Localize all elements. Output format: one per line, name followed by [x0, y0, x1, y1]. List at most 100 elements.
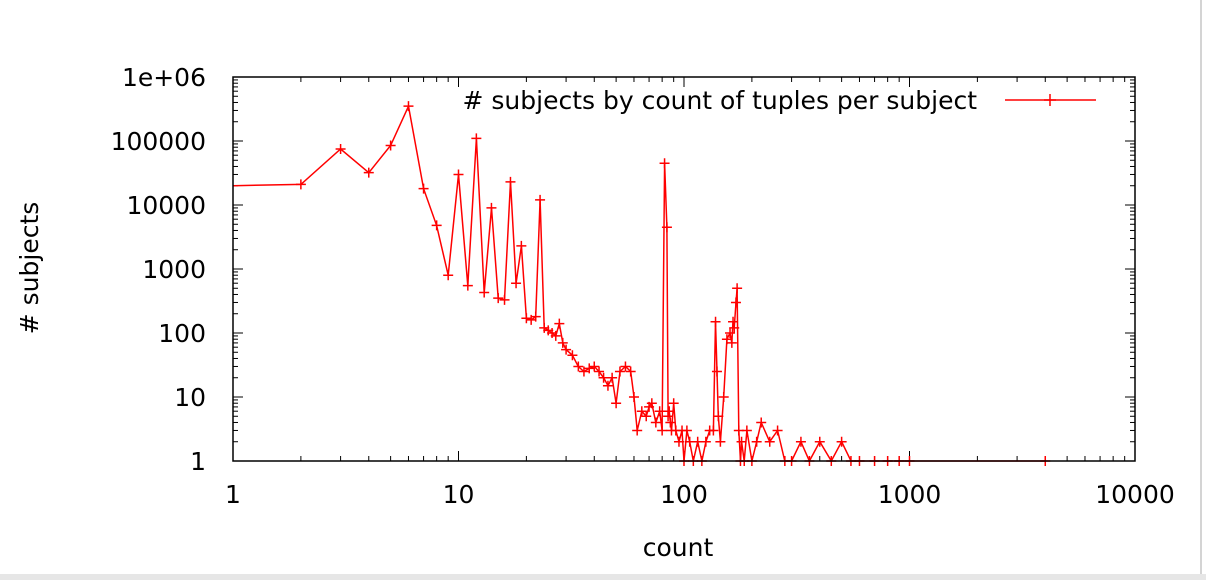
plot-border	[232, 76, 1136, 462]
data-point-marker	[664, 406, 675, 417]
data-point-marker	[335, 143, 346, 154]
window-bottom-edge	[0, 574, 1206, 580]
data-point-marker	[729, 322, 740, 333]
y-tick-label: 100	[158, 319, 206, 348]
data-point-marker	[700, 436, 711, 447]
y-tick-label: 10000	[126, 191, 206, 220]
data-point-marker	[641, 411, 652, 422]
data-point-marker	[443, 270, 454, 281]
data-point-marker	[598, 372, 609, 383]
data-point-marker	[726, 337, 737, 348]
y-tick-label: 1e+06	[122, 63, 206, 92]
data-point-marker	[741, 425, 752, 436]
x-tick-label: 1000	[878, 480, 942, 509]
data-point-marker	[661, 222, 672, 233]
data-point-marker	[578, 366, 589, 377]
data-point-marker	[673, 436, 684, 447]
x-tick-label: 100	[660, 480, 708, 509]
data-point-marker	[418, 183, 429, 194]
legend-label: # subjects by count of tuples per subjec…	[462, 86, 977, 115]
data-point-marker	[725, 328, 736, 338]
x-axis-label: count	[643, 533, 714, 562]
y-tick-label: 100000	[111, 127, 206, 156]
legend: # subjects by count of tuples per subjec…	[462, 86, 1096, 115]
data-point-marker	[557, 337, 568, 348]
data-point-marker	[665, 417, 676, 428]
data-point-marker	[713, 411, 724, 422]
data-point-marker	[654, 406, 665, 417]
y-tick-label: 10	[174, 383, 206, 412]
data-point-marker	[493, 293, 504, 304]
data-point-marker	[602, 380, 613, 391]
data-point-marker	[530, 311, 541, 322]
data-series	[232, 101, 1051, 466]
x-tick-label: 10000	[1095, 480, 1175, 509]
data-point-marker	[736, 436, 747, 447]
data-point-marker	[708, 425, 719, 436]
data-point-marker	[646, 398, 657, 409]
data-point-marker	[385, 140, 396, 151]
x-tick-label: 1	[225, 480, 241, 509]
x-tick-label: 10	[443, 480, 475, 509]
data-point-marker	[486, 202, 497, 213]
data-point-marker	[567, 350, 578, 361]
data-point-marker	[584, 363, 595, 374]
data-point-marker	[594, 366, 605, 377]
data-point-marker	[632, 425, 643, 436]
data-point-marker	[681, 425, 692, 436]
data-point-marker	[462, 280, 473, 291]
data-point-marker	[535, 194, 546, 205]
y-tick-label: 1	[190, 447, 206, 476]
data-point-marker	[620, 361, 631, 372]
data-point-marker	[550, 330, 561, 341]
data-point-marker	[836, 436, 847, 447]
data-point-marker	[814, 436, 825, 447]
data-point-marker	[573, 361, 584, 372]
data-point-marker	[431, 220, 442, 231]
data-point-marker	[554, 318, 565, 329]
data-point-marker	[611, 398, 622, 409]
data-point-marker	[521, 313, 532, 324]
data-point-marker	[628, 392, 639, 402]
data-point-marker	[589, 361, 600, 372]
data-point-marker	[511, 278, 522, 289]
data-point-marker	[295, 179, 306, 190]
data-point-marker	[718, 392, 729, 402]
axis-ticks	[232, 76, 1136, 462]
legend-marker	[1044, 94, 1056, 106]
data-point-marker	[636, 406, 647, 417]
data-point-marker	[728, 316, 739, 327]
data-point-marker	[625, 366, 636, 377]
data-point-marker	[668, 398, 679, 409]
data-point-marker	[772, 425, 783, 436]
data-point-marker	[516, 240, 527, 251]
data-point-marker	[607, 372, 618, 383]
y-tick-label: 1000	[142, 255, 206, 284]
data-point-marker	[732, 283, 743, 294]
y-axis-label: # subjects	[15, 202, 44, 335]
data-point-marker	[663, 411, 674, 422]
data-point-marker	[657, 425, 668, 436]
data-point-marker	[650, 417, 661, 428]
series-line	[232, 103, 1046, 463]
data-point-marker	[710, 316, 721, 327]
data-point-marker	[479, 287, 490, 298]
data-point-marker	[715, 436, 726, 447]
data-point-marker	[711, 366, 722, 377]
data-point-marker	[453, 169, 464, 180]
data-point-marker	[756, 417, 767, 428]
data-point-marker	[614, 366, 625, 377]
data-point-marker	[499, 294, 510, 305]
data-point-marker	[505, 176, 516, 187]
data-point-marker	[363, 167, 374, 178]
data-point-marker	[751, 436, 762, 447]
data-point-marker	[471, 133, 482, 144]
axis-tick-labels: 1 10 100 1000 10000 1 10 100 1000 10000 100000 1e+0…	[111, 63, 1175, 509]
data-point-marker	[561, 344, 572, 355]
data-point-marker	[795, 436, 806, 447]
data-point-marker	[659, 158, 670, 169]
data-point-marker	[403, 101, 414, 112]
data-point-marker	[764, 436, 775, 447]
data-point-marker	[730, 297, 741, 308]
